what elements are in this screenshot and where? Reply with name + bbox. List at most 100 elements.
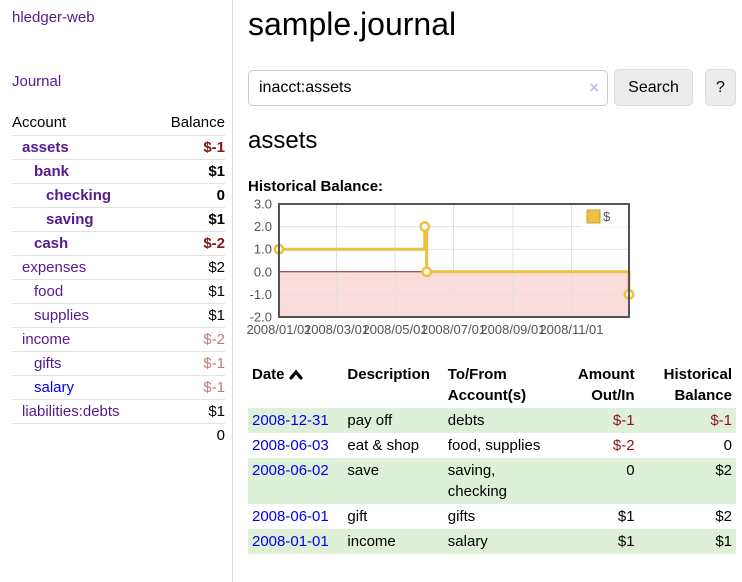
sidebar-account-assets[interactable]: assets [22, 139, 69, 156]
transaction-date-link[interactable]: 2008-01-01 [252, 533, 329, 550]
transaction-accounts: food, supplies [447, 437, 541, 454]
column-header-tofrom: To/From Account(s) [447, 366, 527, 404]
transaction-amount: $-1 [612, 412, 635, 429]
account-balance: $-1 [203, 139, 225, 156]
column-header-description: Description [347, 366, 430, 383]
svg-text:0.0: 0.0 [254, 264, 272, 279]
accounts-total-row: 0 [12, 423, 225, 448]
accounts-header-row: Account Balance [12, 111, 225, 136]
sidebar-account-supplies[interactable]: supplies [34, 307, 90, 324]
page-title: sample.journal [248, 6, 457, 42]
svg-text:2008/07/01: 2008/07/01 [421, 322, 486, 337]
sort-ascending-icon [288, 365, 303, 386]
table-row: gifts $-1 [12, 351, 225, 376]
transaction-date-link[interactable]: 2008-06-01 [252, 508, 329, 525]
transaction-accounts: saving, checking [447, 462, 507, 500]
column-header-amount: Amount Out/In [577, 366, 635, 404]
transaction-accounts: salary [447, 533, 488, 550]
sidebar-account-food[interactable]: food [34, 283, 64, 300]
table-row: 2008-06-03 eat & shop food, supplies $-2… [248, 433, 736, 458]
table-row: cash $-2 [12, 231, 225, 256]
sidebar-account-expenses[interactable]: expenses [22, 259, 87, 276]
clear-search-icon[interactable]: × [589, 77, 599, 97]
sidebar-account-bank[interactable]: bank [34, 163, 70, 180]
sidebar-account-saving[interactable]: saving [46, 211, 94, 228]
accounts-total-value: 0 [216, 427, 225, 444]
accounts-table: Account Balance assets $-1 bank $1 check… [12, 111, 225, 447]
search-bar: × Search ? [248, 69, 736, 106]
svg-text:2008/01/01: 2008/01/01 [246, 322, 311, 337]
table-row: expenses $2 [12, 255, 225, 280]
legend-label: $ [603, 209, 611, 224]
sidebar-account-gifts[interactable]: gifts [34, 355, 62, 372]
help-button[interactable]: ? [705, 69, 736, 106]
column-header-date[interactable]: Date [248, 362, 343, 408]
transaction-balance: $2 [715, 508, 732, 525]
historical-balance-chart: $3.0 2.0 1.0 0.0 -1.0 -2.0 2008/01/01 2008/03/0… [245, 197, 736, 341]
transaction-balance: $1 [715, 533, 732, 550]
main-content: sample.journal × Search ? assets Histori… [233, 0, 742, 582]
svg-text:2008/05/01: 2008/05/01 [362, 322, 427, 337]
transaction-amount: $-2 [612, 437, 635, 454]
sidebar-account-liabilities-debts[interactable]: liabilities:debts [22, 403, 120, 420]
transaction-date-link[interactable]: 2008-12-31 [252, 412, 329, 429]
sidebar-account-income[interactable]: income [22, 331, 71, 348]
account-balance: $-2 [203, 331, 225, 348]
sidebar-account-cash[interactable]: cash [34, 235, 69, 252]
transaction-balance: $2 [715, 462, 732, 479]
legend-swatch [586, 209, 601, 224]
table-row: supplies $1 [12, 303, 225, 328]
table-row: 2008-12-31 pay off debts $-1 $-1 [248, 408, 736, 433]
register-table: Date Description To/From Account(s) Amoun… [248, 362, 736, 554]
svg-text:2008/09/01: 2008/09/01 [480, 322, 545, 337]
transaction-balance: 0 [723, 437, 732, 454]
transaction-description: eat & shop [347, 437, 420, 454]
chart-section-label: Historical Balance: [248, 178, 384, 195]
chart-canvas: $3.0 2.0 1.0 0.0 -1.0 -2.02008/01/012008/03/0… [246, 197, 635, 337]
account-balance: $2 [208, 259, 225, 276]
transaction-description: pay off [347, 412, 393, 429]
transaction-description: gift [347, 508, 368, 525]
search-button[interactable]: Search [614, 69, 693, 106]
table-row: saving $1 [12, 207, 225, 232]
account-balance: $-2 [203, 235, 225, 252]
sidebar: hledger-web Journal Account Balance asse… [0, 0, 233, 582]
table-row: liabilities:debts $1 [12, 399, 225, 424]
nav-journal-link[interactable]: Journal [12, 73, 62, 90]
svg-text:-2.0: -2.0 [250, 310, 272, 325]
register-header-row: Date Description To/From Account(s) Amoun… [248, 362, 736, 408]
account-balance: $1 [208, 403, 225, 420]
search-input[interactable] [248, 69, 608, 106]
svg-text:3.0: 3.0 [254, 197, 272, 212]
table-row: 2008-01-01 income salary $1 $1 [248, 529, 736, 554]
transaction-accounts: gifts [447, 508, 476, 525]
transaction-amount: 0 [626, 462, 635, 479]
table-row: 2008-06-01 gift gifts $1 $2 [248, 504, 736, 529]
transaction-amount: $1 [617, 508, 635, 525]
transaction-accounts: debts [447, 412, 485, 429]
transaction-amount: $1 [617, 533, 635, 550]
column-header-balance: Historical Balance [663, 366, 732, 404]
svg-text:2.0: 2.0 [254, 219, 272, 234]
account-balance: $1 [208, 283, 225, 300]
account-balance: $1 [208, 307, 225, 324]
account-balance: $-1 [203, 379, 225, 396]
transaction-date-link[interactable]: 2008-06-02 [252, 462, 329, 479]
brand-link[interactable]: hledger-web [12, 9, 95, 26]
sidebar-account-checking[interactable]: checking [46, 187, 112, 204]
account-balance: 0 [216, 187, 225, 204]
sidebar-account-salary[interactable]: salary [34, 379, 75, 396]
table-row: income $-2 [12, 327, 225, 352]
transaction-date-link[interactable]: 2008-06-03 [252, 437, 329, 454]
account-balance: $1 [208, 163, 225, 180]
table-row: checking 0 [12, 183, 225, 208]
table-row: assets $-1 [12, 135, 225, 160]
table-row: bank $1 [12, 159, 225, 184]
transaction-balance: $-1 [710, 412, 732, 429]
svg-text:1.0: 1.0 [254, 242, 272, 257]
account-balance: $1 [208, 211, 225, 228]
svg-text:2008/11/01: 2008/11/01 [539, 322, 603, 337]
transaction-description: income [347, 533, 396, 550]
svg-text:2008/03/01: 2008/03/01 [304, 322, 369, 337]
